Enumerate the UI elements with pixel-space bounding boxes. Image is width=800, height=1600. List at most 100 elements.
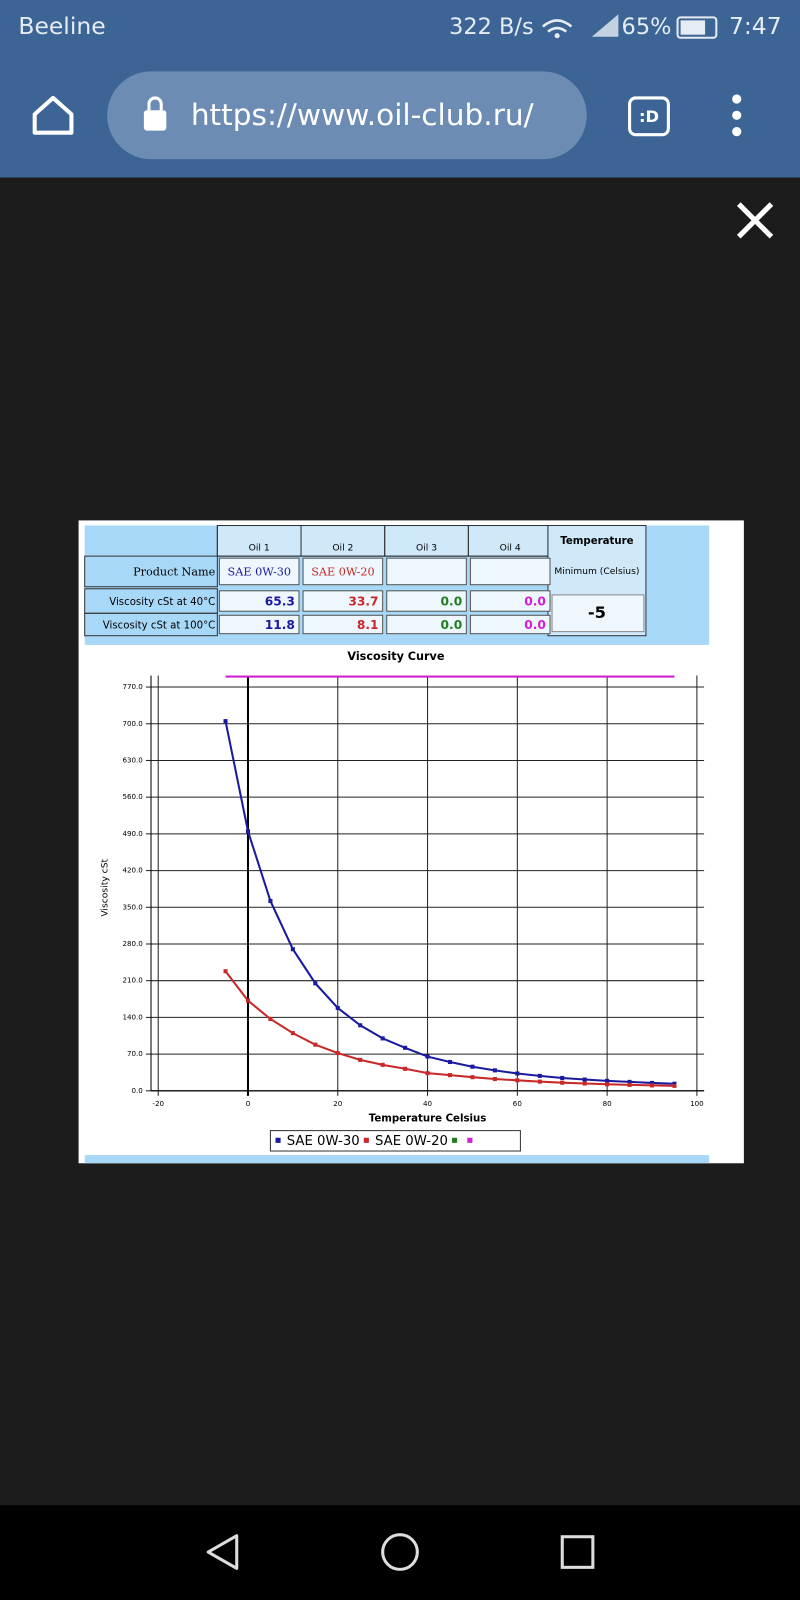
- url-text: https://www.oil-club.ru/: [191, 98, 534, 132]
- viscosity-value: 65.3: [265, 595, 295, 609]
- x-axis-label: Temperature Celsius: [369, 1113, 487, 1124]
- clock: 7:47: [729, 12, 782, 40]
- signal-icon: [591, 14, 619, 37]
- data-point: [649, 1080, 655, 1085]
- temperature-header: Temperature: [560, 536, 633, 547]
- data-point: [605, 1082, 610, 1087]
- y-tick-label: 770.0: [122, 682, 143, 691]
- x-tick-label: -20: [152, 1099, 164, 1108]
- home-nav-button[interactable]: [381, 1533, 419, 1571]
- data-point: [627, 1079, 632, 1084]
- input-cell: [386, 590, 467, 612]
- data-point: [335, 1051, 340, 1056]
- y-tick-label: 210.0: [122, 976, 143, 985]
- x-tick-label: 20: [333, 1099, 343, 1108]
- data-point: [358, 1023, 363, 1028]
- bottom-strip: [84, 1155, 710, 1164]
- input-cell: [469, 557, 551, 586]
- data-point: [582, 1077, 587, 1082]
- column-header: Oil 3: [416, 542, 437, 553]
- data-point: [627, 1082, 632, 1087]
- url-bar[interactable]: [107, 71, 587, 160]
- temperature-value: -5: [588, 603, 606, 622]
- menu-dot[interactable]: [732, 110, 742, 120]
- back-button[interactable]: [206, 1534, 239, 1570]
- row-label-cell: [84, 612, 218, 637]
- x-tick-label: 40: [423, 1099, 433, 1108]
- menu-dot[interactable]: [732, 94, 742, 104]
- data-point: [403, 1066, 408, 1071]
- input-cell: [218, 590, 300, 612]
- x-tick-label: 100: [690, 1099, 704, 1108]
- x-tick-label: 0: [246, 1099, 251, 1108]
- y-tick-label: 140.0: [122, 1012, 143, 1021]
- viscosity-value: 11.8: [265, 618, 295, 632]
- input-cell: [386, 557, 467, 586]
- data-point: [649, 1083, 655, 1088]
- row-label-cell: [84, 555, 218, 588]
- y-tick-label: 70.0: [127, 1049, 143, 1058]
- input-cell: [302, 590, 384, 612]
- viscosity-value: 8.1: [357, 618, 379, 632]
- data-point: [313, 981, 318, 986]
- y-tick-label: 350.0: [122, 902, 143, 911]
- battery-fill: [680, 20, 706, 35]
- data-point: [470, 1075, 475, 1080]
- data-point: [268, 898, 273, 904]
- y-axis-label: Viscosity cSt: [100, 858, 111, 916]
- data-point: [245, 998, 251, 1003]
- legend-marker: [452, 1137, 458, 1143]
- viscosity-value: 0.0: [524, 618, 546, 632]
- data-point: [358, 1057, 363, 1062]
- menu-dot[interactable]: [732, 127, 742, 137]
- data-point: [492, 1068, 497, 1073]
- nav-bar: [0, 1505, 800, 1600]
- input-cell: [302, 614, 384, 635]
- input-cell: [469, 614, 551, 635]
- y-tick-label: 630.0: [122, 755, 143, 764]
- net-speed: 322 B/s: [449, 14, 534, 40]
- viscosity-value: 0.0: [441, 618, 463, 632]
- data-point: [537, 1079, 542, 1084]
- input-cell: [218, 557, 300, 586]
- close-button[interactable]: [736, 202, 774, 239]
- home-button[interactable]: [32, 95, 74, 135]
- data-point: [672, 1083, 677, 1088]
- data-point: [290, 1031, 295, 1036]
- data-point: [492, 1076, 497, 1082]
- tab-button[interactable]: [628, 96, 670, 137]
- data-point: [515, 1071, 520, 1076]
- data-point: [245, 829, 251, 834]
- column-header: Oil 4: [500, 542, 521, 553]
- data-point: [560, 1075, 565, 1081]
- data-point: [223, 719, 228, 724]
- column-header: Oil 1: [249, 542, 270, 553]
- data-point: [537, 1073, 542, 1078]
- recents-button[interactable]: [560, 1535, 595, 1569]
- data-point: [268, 1016, 273, 1022]
- data-point: [290, 947, 295, 952]
- lock-shackle: [147, 96, 163, 111]
- x-tick-label: 60: [513, 1099, 523, 1108]
- viscosity-value: 0.0: [524, 595, 546, 609]
- battery-icon: [676, 16, 718, 39]
- data-point: [447, 1059, 453, 1065]
- product-name: SAE 0W-30: [228, 565, 291, 578]
- data-point: [672, 1081, 677, 1086]
- data-point: [380, 1062, 385, 1067]
- legend-label: SAE 0W-20: [375, 1134, 448, 1149]
- wifi-dot: [554, 33, 560, 39]
- row-label: Product Name: [133, 565, 216, 578]
- input-cell: [218, 614, 300, 635]
- data-point: [313, 1042, 318, 1047]
- legend-box: [269, 1130, 521, 1152]
- data-point: [582, 1081, 587, 1086]
- y-tick-label: 280.0: [122, 939, 143, 948]
- data-point: [425, 1054, 430, 1059]
- data-point: [447, 1073, 453, 1078]
- chart-title: Viscosity Curve: [347, 650, 445, 663]
- row-label: Viscosity cSt at 40°C: [109, 597, 215, 608]
- column-header: Oil 2: [332, 542, 353, 553]
